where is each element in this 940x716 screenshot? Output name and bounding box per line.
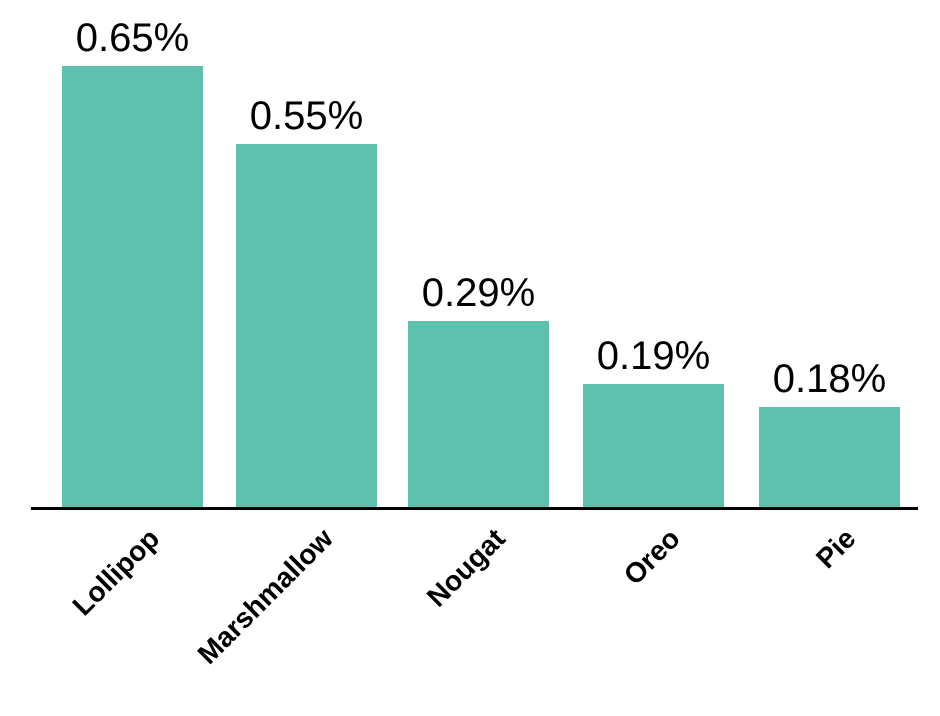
x-tick-label-pie: Pie <box>810 522 863 575</box>
x-axis-line <box>31 507 918 510</box>
bar-nougat <box>408 321 549 508</box>
bar-value-label-marshmallow: 0.55% <box>249 94 364 138</box>
x-tick-label-marshmallow: Marshmallow <box>191 522 340 670</box>
x-tick-label-lollipop: Lollipop <box>66 522 166 622</box>
x-tick-label-nougat: Nougat <box>420 522 512 613</box>
bar-oreo <box>583 384 724 508</box>
bar-value-label-nougat: 0.29% <box>421 271 536 315</box>
bar-lollipop <box>62 66 203 508</box>
bar-value-label-lollipop: 0.65% <box>75 16 190 60</box>
bar-pie <box>759 407 900 508</box>
bar-value-label-pie: 0.18% <box>772 357 887 401</box>
bar-marshmallow <box>236 144 377 508</box>
bar-value-label-oreo: 0.19% <box>596 334 711 378</box>
x-tick-label-oreo: Oreo <box>617 522 687 591</box>
